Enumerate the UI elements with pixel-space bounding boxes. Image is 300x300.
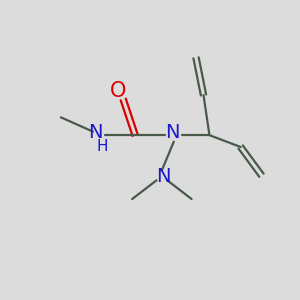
Text: N: N bbox=[165, 123, 179, 142]
Text: H: H bbox=[96, 139, 108, 154]
Text: N: N bbox=[156, 167, 171, 186]
Text: N: N bbox=[88, 123, 102, 142]
Text: O: O bbox=[110, 81, 126, 101]
